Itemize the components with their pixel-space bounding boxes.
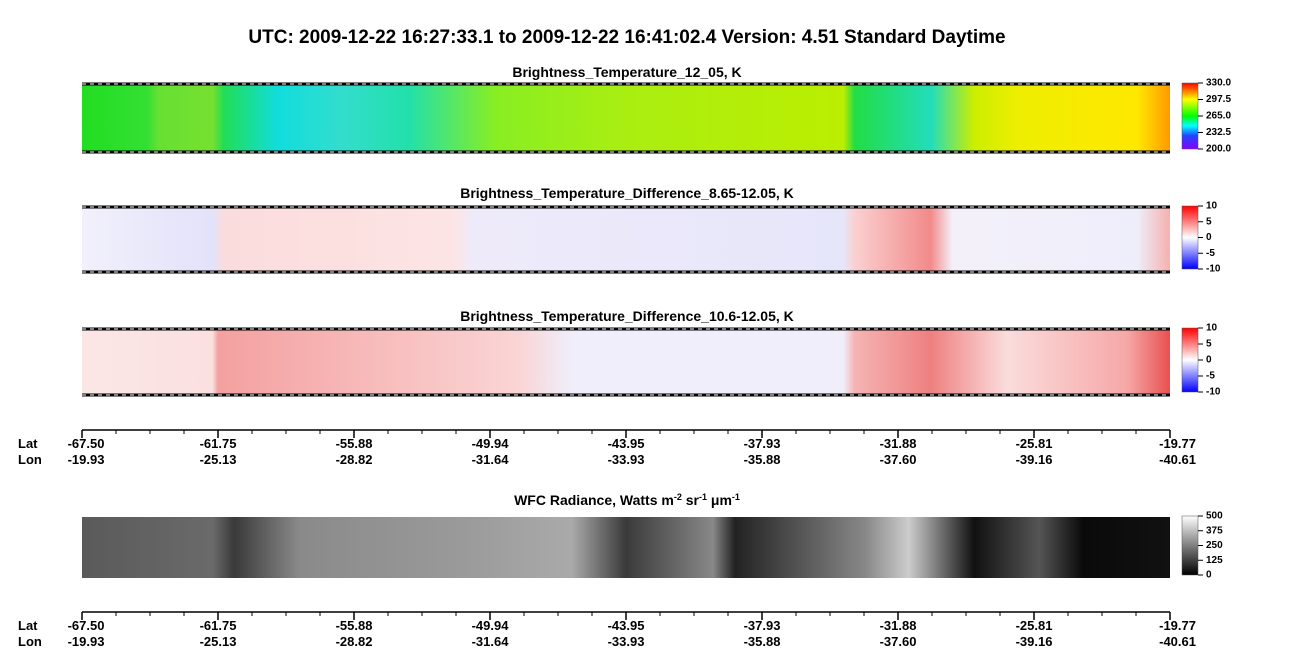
lat-label: Lat — [18, 436, 38, 451]
colorbar-tick-label: -10 — [1206, 264, 1221, 275]
lon-tick-label: -19.93 — [68, 634, 105, 649]
lon-tick-label: -37.60 — [880, 634, 917, 649]
lon-label: Lon — [18, 452, 42, 467]
lat-tick-label: -19.77 — [1159, 436, 1196, 451]
panel-title: Brightness_Temperature_Difference_8.65-1… — [460, 185, 794, 201]
title-part: WFC Radiance, Watts m — [514, 492, 674, 508]
colorbar-tick-label: 10 — [1206, 323, 1218, 334]
title-part: μm — [707, 492, 732, 508]
colorbar-tick-label: 375 — [1206, 525, 1223, 536]
colorbar-tick-label: 0 — [1206, 570, 1212, 581]
lon-tick-label: -35.88 — [744, 452, 781, 467]
page-title: UTC: 2009-12-22 16:27:33.1 to 2009-12-22… — [248, 27, 1005, 48]
lat-tick-label: -25.81 — [1016, 436, 1053, 451]
image-strip — [82, 207, 1170, 272]
lon-label: Lon — [18, 634, 42, 649]
colorbar-tick-label: -5 — [1206, 371, 1215, 382]
lon-tick-label: -28.82 — [336, 634, 373, 649]
lat-tick-label: -25.81 — [1016, 618, 1053, 633]
colorbar — [1181, 515, 1199, 576]
lon-tick-label: -19.93 — [68, 452, 105, 467]
colorbar-tick-label: 250 — [1206, 540, 1223, 551]
panel-title: Brightness_Temperature_12_05, K — [512, 64, 741, 80]
panel-title: Brightness_Temperature_Difference_10.6-1… — [460, 308, 794, 324]
colorbar-tick-label: -10 — [1206, 387, 1221, 398]
colorbar-tick-label: -5 — [1206, 248, 1215, 259]
colorbar-tick-label: 265.0 — [1206, 111, 1231, 122]
colorbar-tick-label: 330.0 — [1206, 78, 1231, 89]
colorbar-tick-label: 0 — [1206, 232, 1212, 243]
colorbar-tick-label: 232.5 — [1206, 127, 1231, 138]
title-part: -1 — [699, 492, 707, 502]
lat-tick-label: -55.88 — [336, 436, 373, 451]
title-part: -1 — [732, 492, 740, 502]
lon-tick-label: -28.82 — [336, 452, 373, 467]
panel-title: WFC Radiance, Watts m-2 sr-1 μm-1 — [514, 492, 740, 508]
colorbar-tick-label: 5 — [1206, 339, 1212, 350]
lat-tick-label: -37.93 — [744, 618, 781, 633]
lon-tick-label: -25.13 — [200, 452, 237, 467]
lat-tick-label: -67.50 — [68, 436, 105, 451]
lon-tick-label: -31.64 — [472, 634, 510, 649]
lat-tick-label: -37.93 — [744, 436, 781, 451]
lat-tick-label: -43.95 — [608, 618, 645, 633]
lon-tick-label: -33.93 — [608, 634, 645, 649]
lat-tick-label: -49.94 — [472, 436, 510, 451]
colorbar-tick-label: 125 — [1206, 555, 1223, 566]
lon-tick-label: -33.93 — [608, 452, 645, 467]
title-part: sr — [682, 492, 700, 508]
image-strip — [82, 517, 1170, 578]
image-strip — [82, 84, 1170, 152]
lon-tick-label: -40.61 — [1159, 634, 1196, 649]
colorbar-tick-label: 297.5 — [1206, 94, 1231, 105]
lon-tick-label: -31.64 — [472, 452, 510, 467]
colorbar-tick-label: 10 — [1206, 201, 1218, 212]
lon-tick-label: -39.16 — [1016, 634, 1053, 649]
colorbar-tick-label: 0 — [1206, 355, 1212, 366]
lat-tick-label: -67.50 — [68, 618, 105, 633]
lat-tick-label: -43.95 — [608, 436, 645, 451]
lon-tick-label: -39.16 — [1016, 452, 1053, 467]
lat-tick-label: -55.88 — [336, 618, 373, 633]
title-part: -2 — [674, 492, 682, 502]
lon-tick-label: -25.13 — [200, 634, 237, 649]
lat-label: Lat — [18, 618, 38, 633]
colorbar-tick-label: 500 — [1206, 511, 1223, 522]
lon-tick-label: -35.88 — [744, 634, 781, 649]
colorbar — [1181, 327, 1199, 393]
colorbar-tick-label: 200.0 — [1206, 144, 1231, 155]
colorbar — [1181, 82, 1199, 150]
lat-tick-label: -49.94 — [472, 618, 510, 633]
lat-tick-label: -31.88 — [880, 618, 917, 633]
colorbar — [1181, 205, 1199, 270]
lon-tick-label: -37.60 — [880, 452, 917, 467]
image-strip — [82, 329, 1170, 395]
lon-tick-label: -40.61 — [1159, 452, 1196, 467]
lat-tick-label: -19.77 — [1159, 618, 1196, 633]
colorbar-tick-label: 5 — [1206, 216, 1212, 227]
lat-tick-label: -61.75 — [200, 618, 237, 633]
lat-tick-label: -61.75 — [200, 436, 237, 451]
lat-tick-label: -31.88 — [880, 436, 917, 451]
